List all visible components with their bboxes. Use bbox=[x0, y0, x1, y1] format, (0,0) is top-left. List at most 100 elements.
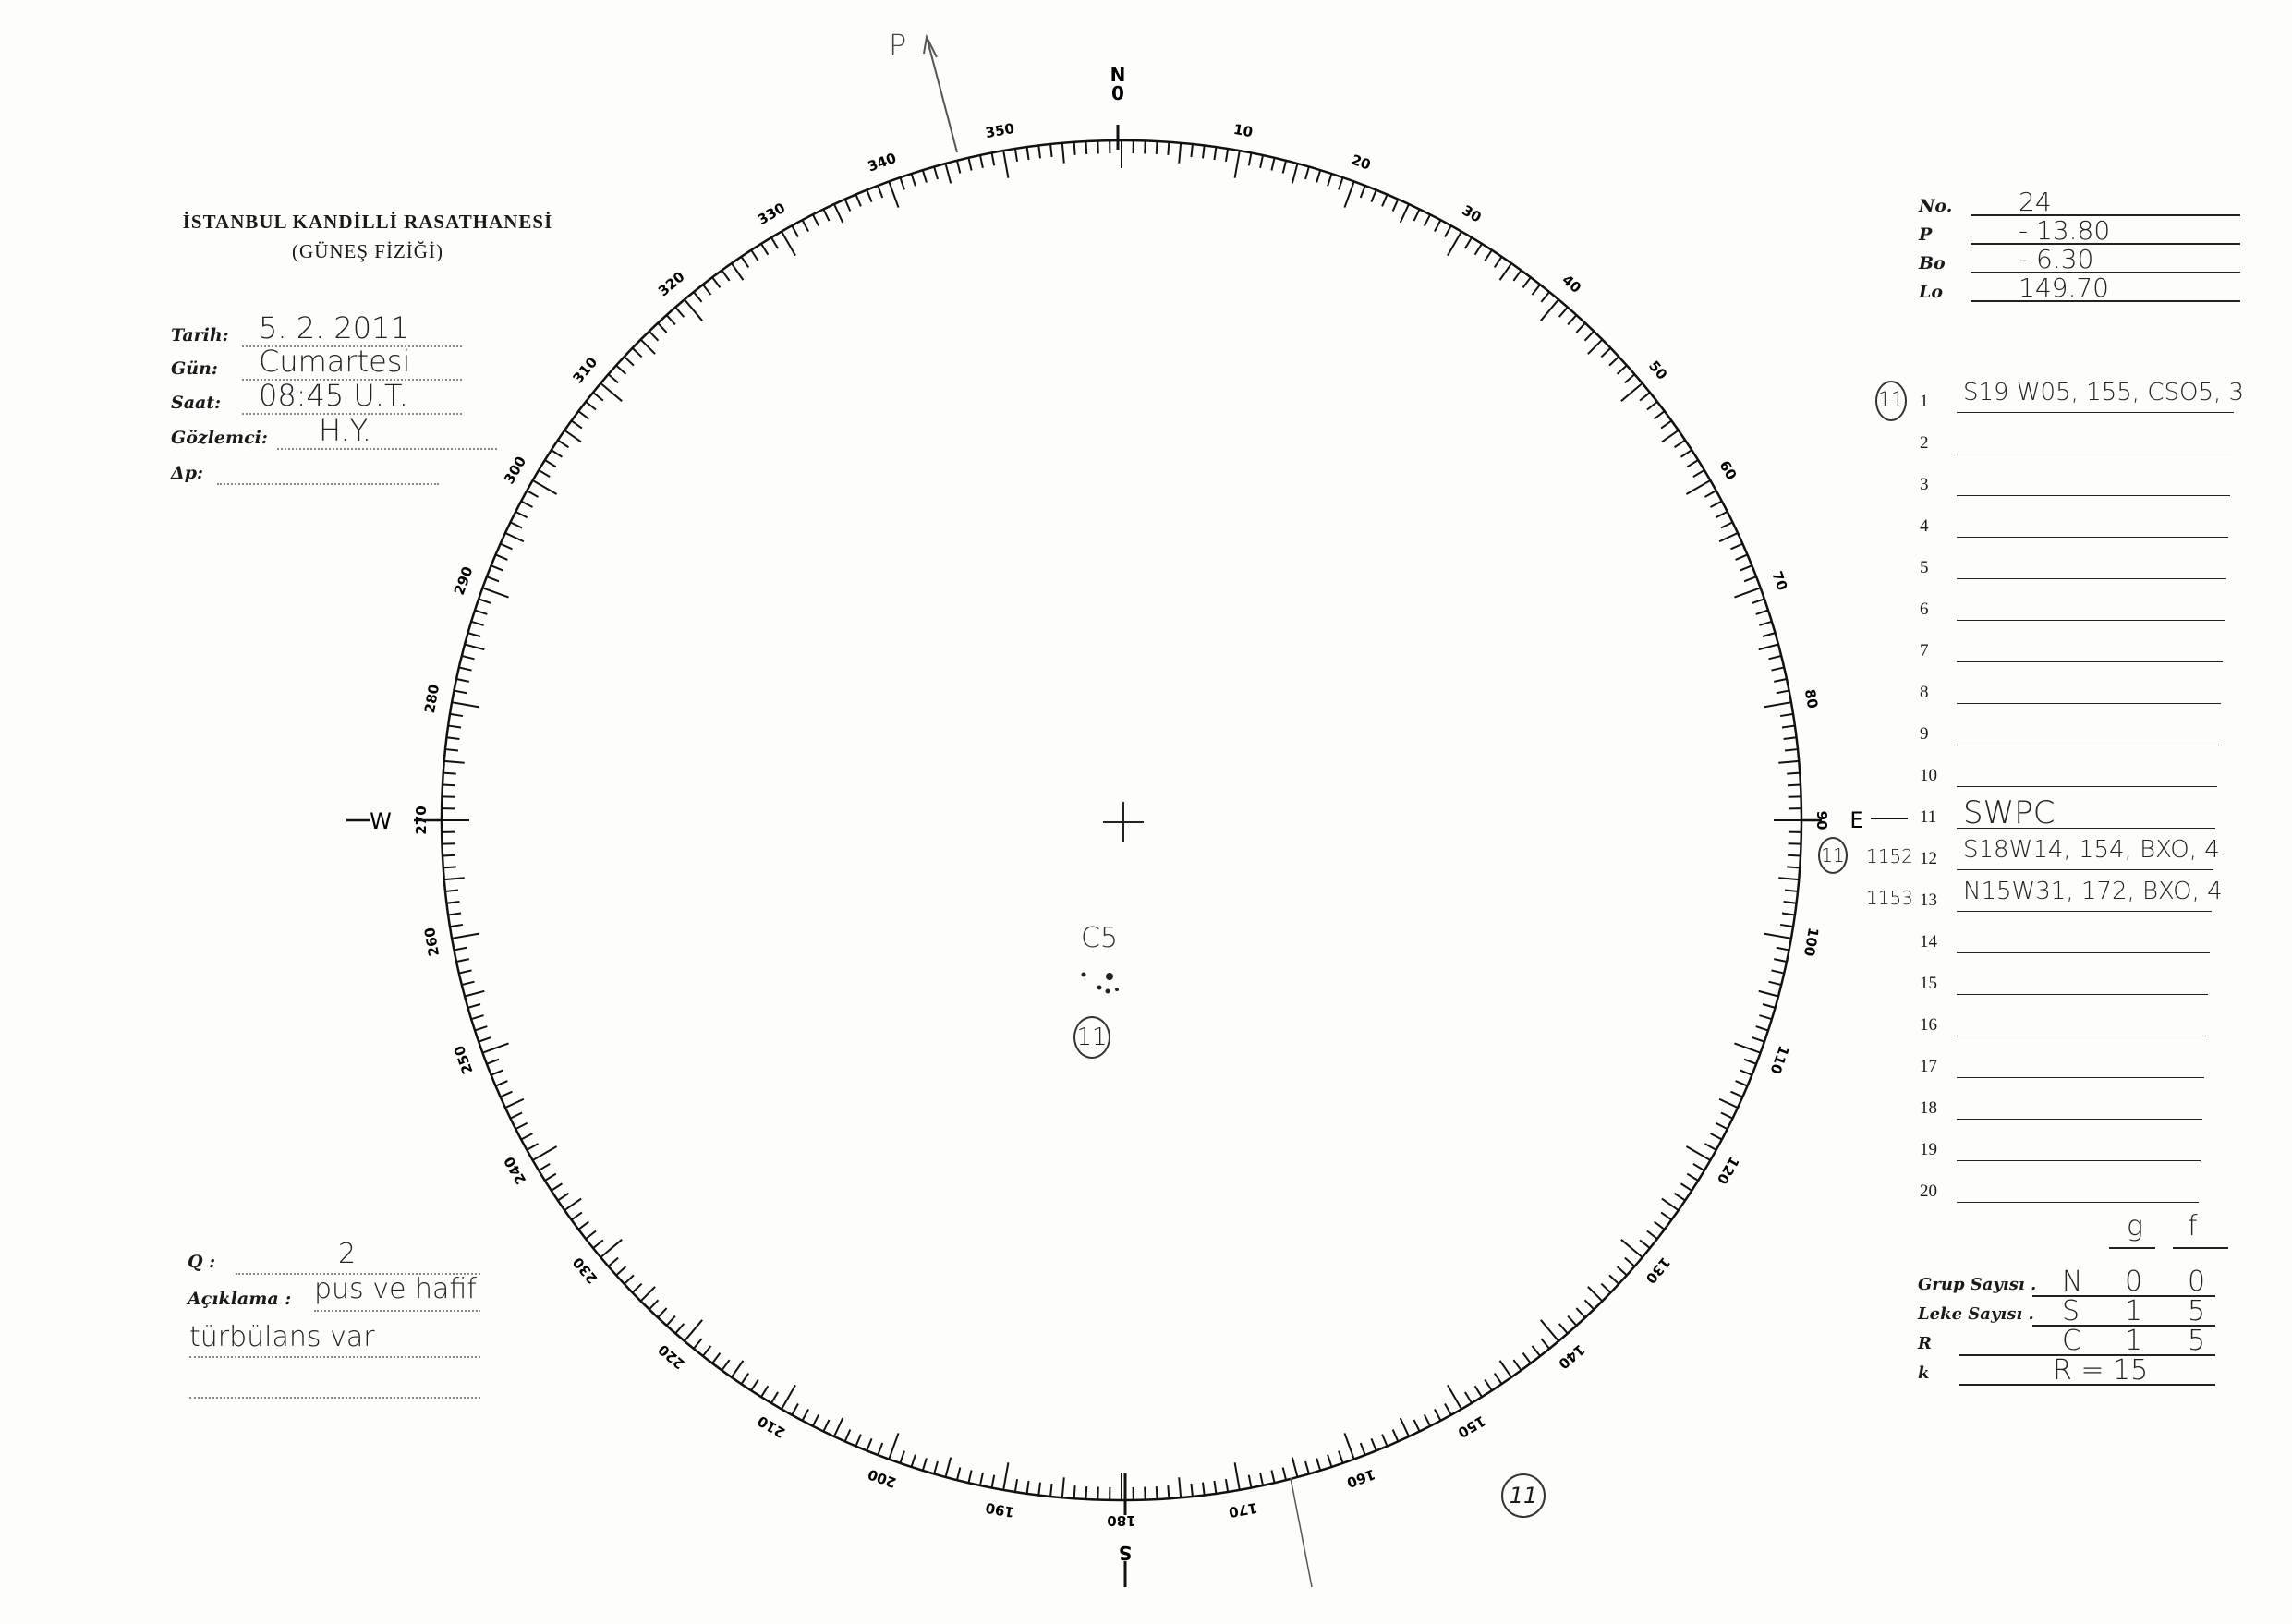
degree-tick bbox=[990, 152, 996, 166]
degree-tick bbox=[967, 1470, 973, 1484]
degree-tick bbox=[1575, 1307, 1586, 1318]
info-value-0[interactable]: 5. 2. 2011 bbox=[259, 310, 409, 345]
param-value-3[interactable]: 149.70 bbox=[2019, 273, 2109, 303]
degree-tick bbox=[570, 1211, 583, 1221]
degree-tick bbox=[639, 1286, 656, 1303]
count-col-f: f bbox=[2188, 1210, 2198, 1242]
remarks-value-2[interactable]: türbülans var bbox=[189, 1321, 375, 1353]
degree-tick bbox=[443, 877, 465, 881]
degree-label: 240 bbox=[501, 1154, 529, 1187]
degree-tick bbox=[1743, 1058, 1757, 1065]
degree-tick bbox=[1740, 564, 1752, 572]
degree-tick bbox=[631, 347, 643, 358]
degree-tick bbox=[1771, 969, 1785, 975]
degree-tick bbox=[866, 189, 873, 202]
group-row-line bbox=[1957, 1077, 2204, 1078]
degree-tick bbox=[933, 1460, 939, 1474]
degree-tick bbox=[1327, 1454, 1333, 1468]
degree-tick bbox=[1784, 889, 1799, 892]
degree-tick bbox=[657, 1307, 668, 1318]
count-letter-0[interactable]: N bbox=[2062, 1266, 2083, 1298]
param-label-2: Bo bbox=[1919, 253, 1946, 273]
count-letter-1[interactable]: S bbox=[2062, 1295, 2080, 1327]
degree-tick bbox=[1752, 1036, 1765, 1043]
count-letter-3[interactable]: R = 15 bbox=[2053, 1354, 2149, 1387]
degree-tick bbox=[1759, 620, 1773, 626]
degree-label: 100 bbox=[1801, 927, 1822, 958]
param-value-0[interactable]: 24 bbox=[2019, 187, 2052, 217]
degree-label: 220 bbox=[655, 1341, 688, 1373]
degree-tick bbox=[1718, 1097, 1739, 1109]
info-value-2[interactable]: 08:45 U.T. bbox=[259, 378, 408, 413]
count-g-2[interactable]: 1 bbox=[2125, 1325, 2143, 1357]
degree-tick bbox=[1484, 249, 1493, 262]
degree-tick bbox=[978, 1473, 984, 1486]
degree-tick bbox=[1224, 148, 1230, 163]
degree-tick bbox=[1783, 900, 1797, 904]
degree-tick bbox=[843, 1429, 852, 1442]
degree-tick bbox=[478, 598, 491, 604]
group-row-number: 7 bbox=[1920, 641, 1929, 661]
degree-tick bbox=[532, 1145, 558, 1161]
degree-tick bbox=[1734, 1042, 1761, 1054]
degree-tick bbox=[600, 1239, 623, 1258]
degree-tick bbox=[615, 364, 627, 375]
degree-label: 210 bbox=[755, 1412, 788, 1441]
degree-tick bbox=[731, 1360, 745, 1378]
degree-tick bbox=[1680, 449, 1692, 458]
group-row-value[interactable]: N15W31, 172, BXO, 4 bbox=[1963, 878, 2223, 905]
degree-tick bbox=[1370, 189, 1377, 202]
degree-tick bbox=[781, 1384, 796, 1410]
degree-tick bbox=[1399, 1417, 1410, 1437]
quality-value[interactable]: 2 bbox=[338, 1238, 357, 1270]
degree-tick bbox=[1783, 736, 1797, 741]
degree-tick bbox=[1781, 912, 1795, 916]
degree-tick bbox=[791, 1402, 799, 1416]
degree-tick bbox=[491, 564, 503, 572]
param-value-1[interactable]: - 13.80 bbox=[2019, 215, 2111, 246]
degree-tick bbox=[446, 900, 460, 904]
west-label: W bbox=[370, 808, 392, 834]
degree-tick bbox=[1013, 148, 1019, 163]
north-label: N bbox=[1110, 64, 1126, 86]
degree-label: 260 bbox=[421, 927, 443, 958]
group-row-value[interactable]: SWPC bbox=[1963, 794, 2056, 831]
degree-tick bbox=[1259, 154, 1265, 168]
degree-tick bbox=[474, 609, 488, 615]
info-value-3[interactable]: H.Y. bbox=[319, 413, 371, 448]
count-g-1[interactable]: 1 bbox=[2125, 1295, 2143, 1327]
degree-tick bbox=[458, 666, 472, 672]
degree-label: 10 bbox=[1232, 121, 1255, 140]
degree-tick bbox=[443, 759, 465, 764]
param-value-2[interactable]: - 6.30 bbox=[2019, 244, 2094, 274]
group-row-line bbox=[1957, 911, 2212, 912]
degree-label: 160 bbox=[1344, 1465, 1377, 1491]
degree-tick bbox=[538, 1163, 551, 1171]
info-value-1[interactable]: Cumartesi bbox=[259, 344, 411, 379]
degree-tick bbox=[1567, 314, 1578, 326]
degree-tick bbox=[1730, 1090, 1743, 1098]
degree-tick bbox=[1771, 666, 1785, 672]
count-f-0[interactable]: 0 bbox=[2188, 1266, 2206, 1298]
degree-tick bbox=[1776, 946, 1789, 951]
count-g-0[interactable]: 0 bbox=[2125, 1266, 2143, 1298]
info-label-2: Saat: bbox=[171, 393, 222, 413]
remarks-value-1[interactable]: pus ve hafif bbox=[314, 1273, 477, 1305]
degree-tick bbox=[921, 1458, 928, 1472]
degree-label: 200 bbox=[866, 1465, 899, 1491]
degree-tick bbox=[1787, 783, 1801, 787]
degree-tick bbox=[470, 1014, 484, 1021]
count-f-2[interactable]: 5 bbox=[2188, 1325, 2206, 1357]
degree-tick bbox=[1540, 298, 1559, 321]
group-row-value[interactable]: S19 W05, 155, CSO5, 3 bbox=[1963, 379, 2245, 406]
remarks-line-3 bbox=[189, 1397, 480, 1399]
count-letter-2[interactable]: C bbox=[2062, 1325, 2081, 1357]
group-row-value[interactable]: S18W14, 154, BXO, 4 bbox=[1963, 836, 2220, 864]
info-field-line-4 bbox=[217, 483, 439, 485]
degree-tick bbox=[448, 912, 462, 916]
group-prefix: 1152 bbox=[1866, 845, 1913, 867]
degree-tick bbox=[607, 373, 619, 384]
degree-tick bbox=[1338, 1450, 1344, 1464]
count-f-1[interactable]: 5 bbox=[2188, 1295, 2206, 1327]
degree-tick bbox=[665, 1315, 676, 1327]
